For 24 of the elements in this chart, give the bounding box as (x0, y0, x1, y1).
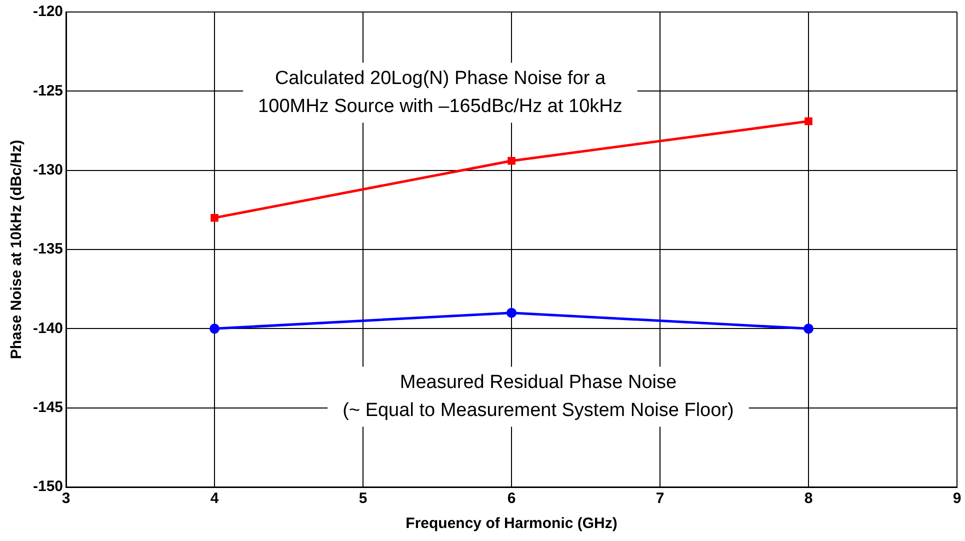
y-tick-label: -140 (32, 320, 64, 337)
point (804, 324, 814, 334)
point (804, 117, 812, 126)
x-tick-label: 3 (62, 490, 70, 508)
x-tick-label: 4 (210, 490, 220, 508)
x-tick-label: 6 (507, 490, 516, 508)
y-tick-label: -120 (32, 3, 64, 20)
y-tick-label: -135 (32, 240, 64, 258)
point (210, 324, 220, 334)
y-tick-label: -145 (32, 398, 64, 416)
point (508, 156, 516, 165)
series-label: Calculated 20Log(N) Phase Noise for a 100MHz Source with –165dBc/Hz at 10kHz (258, 68, 622, 117)
text: Measured Residual Phase Noise (~ Equal to Measurement System Noise Floor) (342, 372, 734, 421)
point (210, 214, 218, 222)
x-tick-label: 5 (358, 490, 368, 508)
y-axis-title: Phase Noise at 10kHz (dBc/Hz) (8, 140, 26, 360)
y-tick-label: -125 (32, 82, 64, 100)
y-tick-label: -130 (32, 161, 64, 178)
x-tick-label: 9 (952, 490, 962, 508)
x-axis-title: Frequency of Harmonic (GHz) (406, 515, 618, 532)
x-tick-label: 7 (656, 490, 664, 508)
x-tick-label: 8 (804, 490, 813, 508)
y-tick-label: -150 (32, 478, 64, 496)
point (506, 308, 517, 318)
